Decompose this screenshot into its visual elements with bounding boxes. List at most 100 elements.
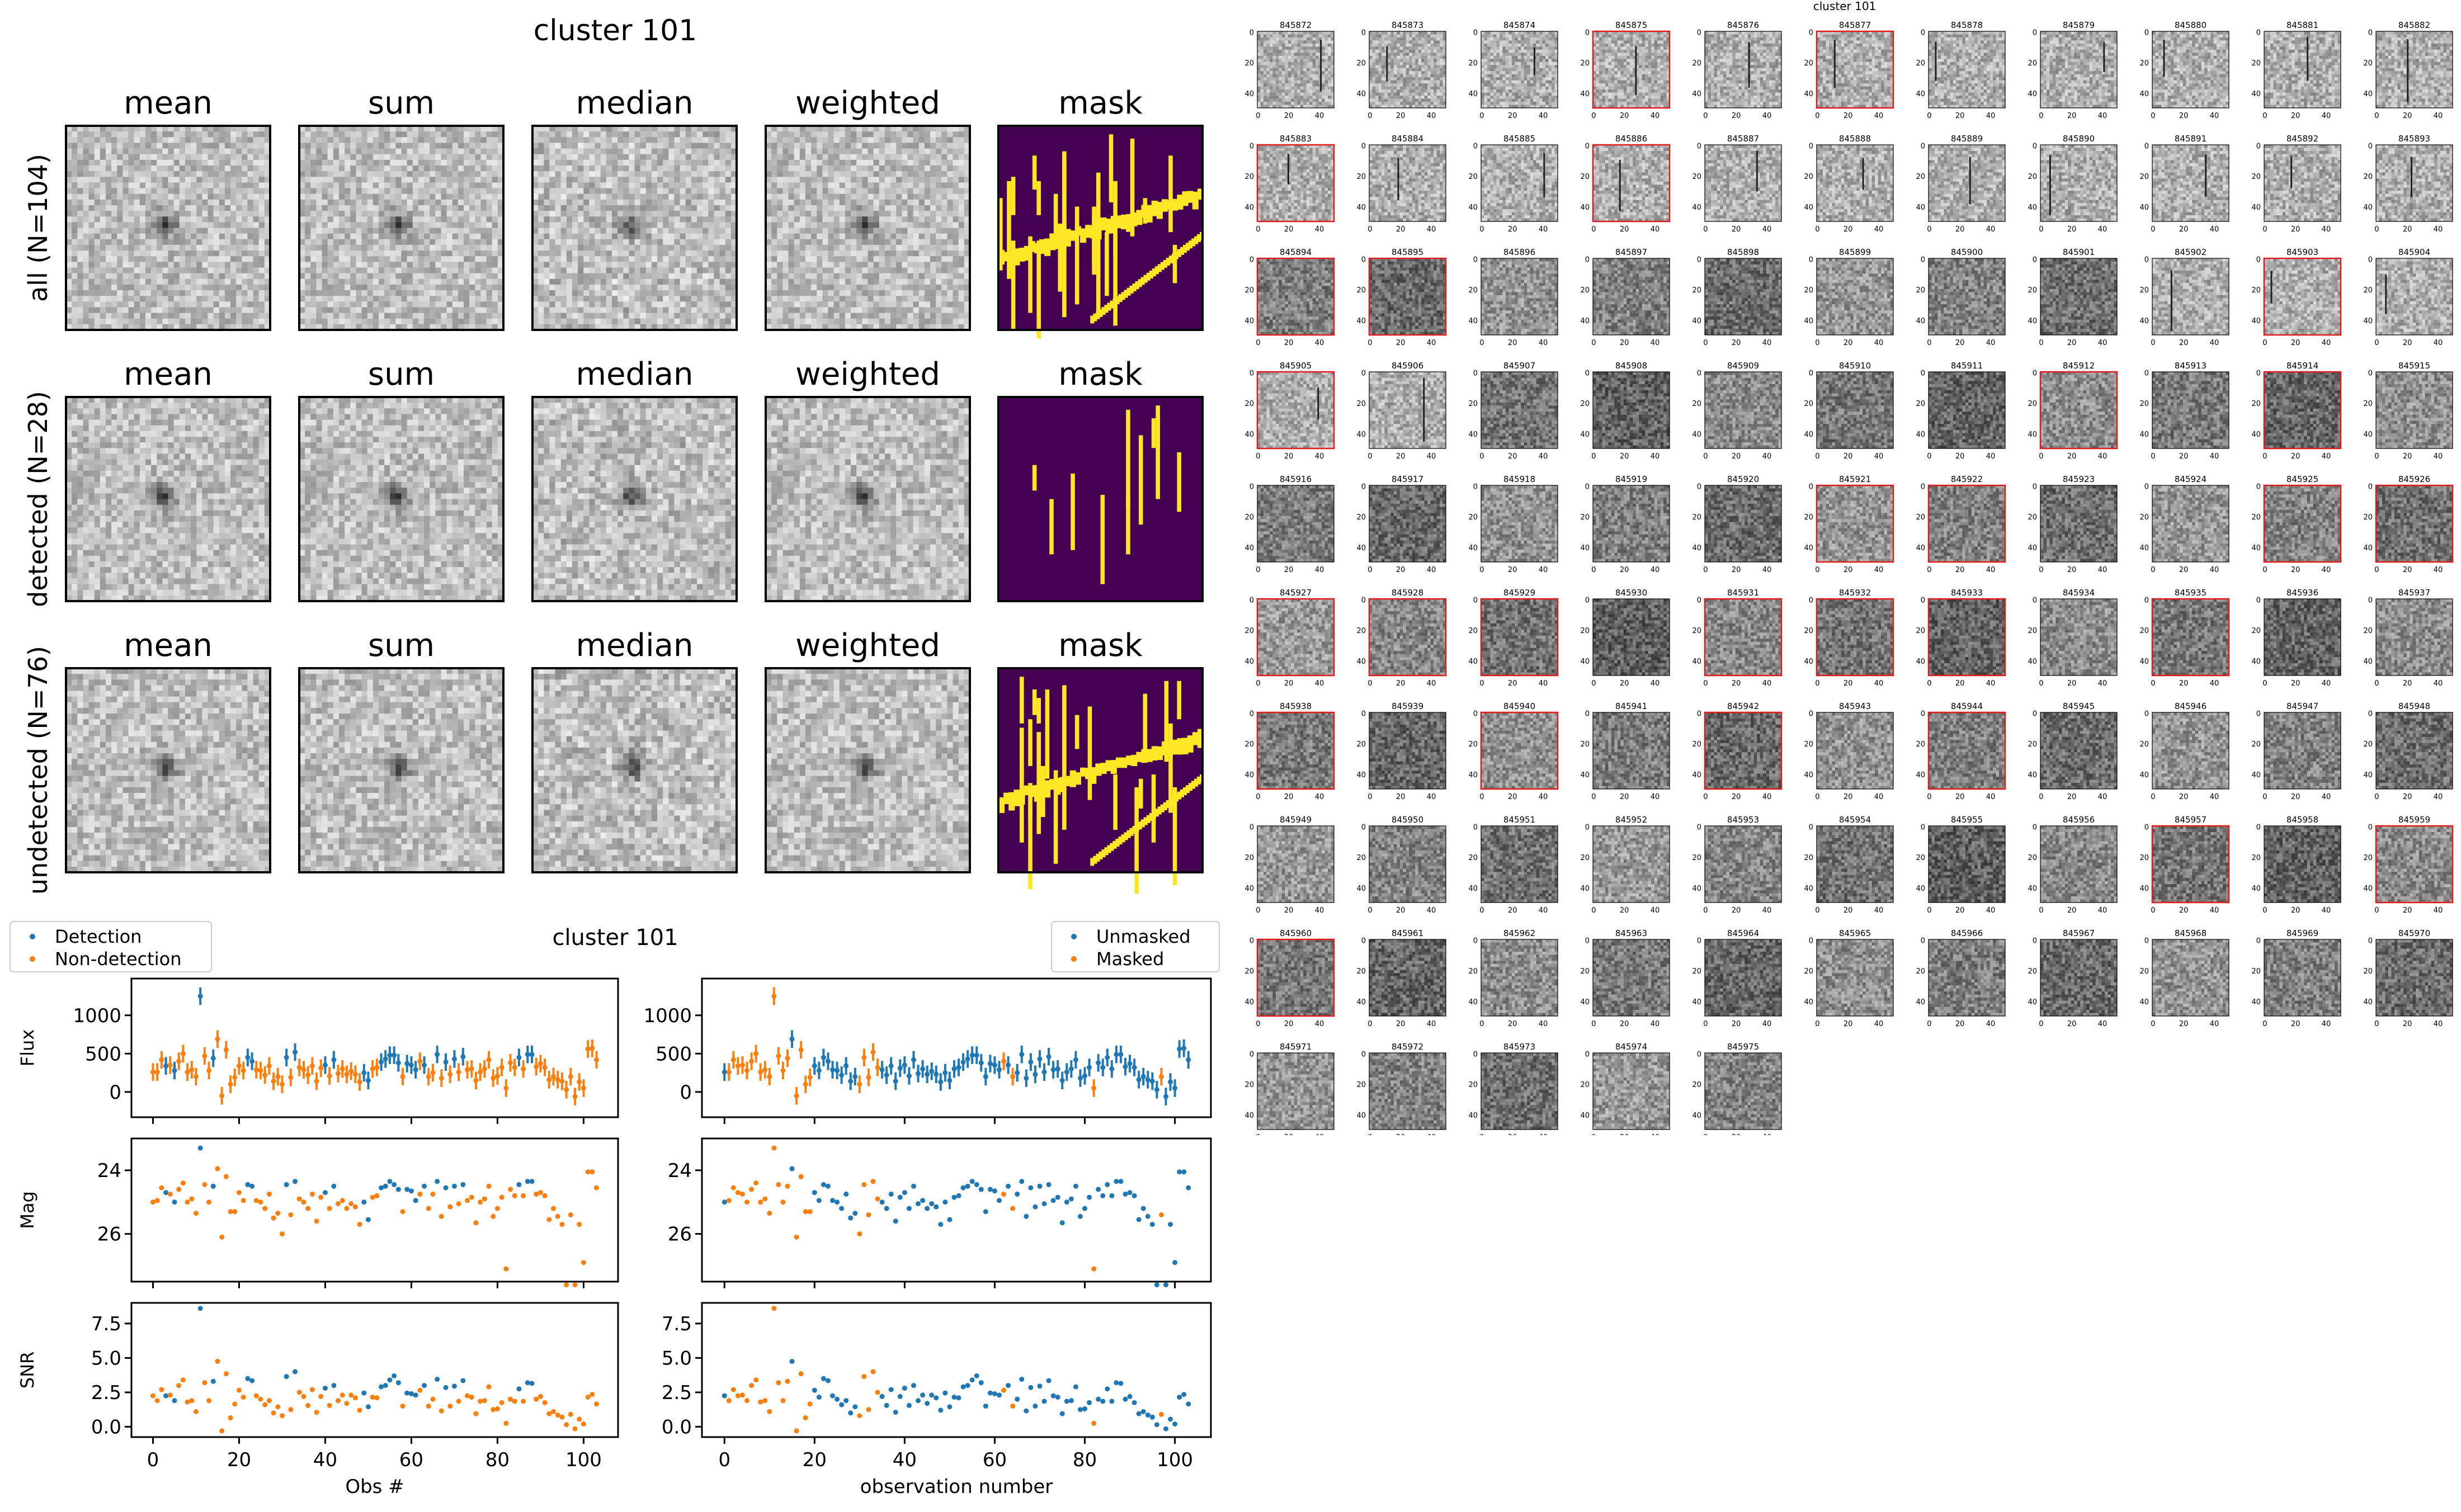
x-tick-label: 20 bbox=[2179, 339, 2189, 347]
data-point bbox=[722, 1070, 727, 1075]
data-point bbox=[314, 1218, 319, 1223]
y-tick-label: 0 bbox=[2256, 937, 2261, 945]
x-tick-label: 20 bbox=[2291, 906, 2300, 915]
x-tick-label: 40 bbox=[893, 1449, 917, 1471]
data-point bbox=[280, 1231, 285, 1236]
data-point bbox=[404, 1187, 409, 1192]
y-tick-label: 20 bbox=[1244, 1081, 1254, 1089]
x-tick-label: 0 bbox=[2151, 1020, 2155, 1028]
y-tick-label: 20 bbox=[1692, 1081, 1701, 1089]
data-point bbox=[366, 1217, 371, 1222]
data-point bbox=[1163, 1426, 1168, 1431]
y-tick-label: 0 bbox=[1361, 937, 1366, 945]
data-point bbox=[456, 1201, 461, 1206]
y-tick-label: 0 bbox=[1921, 823, 1925, 831]
y-tick-label: 0 bbox=[2256, 823, 2261, 831]
y-tick-label: 20 bbox=[2139, 967, 2149, 976]
thumbnail-id: 845943 bbox=[1839, 701, 1871, 711]
x-tick-label: 60 bbox=[983, 1449, 1007, 1471]
data-point bbox=[198, 994, 203, 999]
y-tick-label: 20 bbox=[2139, 59, 2149, 68]
data-point bbox=[1015, 1192, 1020, 1197]
y-tick-label: 0 bbox=[1473, 29, 1478, 37]
y-tick-label: 40 bbox=[2251, 431, 2261, 439]
y-tick-label: 20 bbox=[1244, 627, 1254, 635]
x-tick-label: 20 bbox=[1844, 566, 1853, 574]
y-tick-label: 40 bbox=[2251, 658, 2261, 666]
data-point bbox=[525, 1179, 530, 1184]
data-point bbox=[902, 1386, 907, 1391]
data-point bbox=[780, 1199, 785, 1204]
data-point bbox=[491, 1214, 496, 1219]
x-tick-label: 0 bbox=[1479, 452, 1484, 461]
data-point bbox=[839, 1072, 844, 1078]
y-tick-label: 0 bbox=[2256, 483, 2261, 491]
y-tick-label: 40 bbox=[1692, 1112, 1701, 1120]
y-tick-label: 20 bbox=[1468, 854, 1478, 862]
x-tick-label: 40 bbox=[2322, 793, 2331, 801]
thumbnail-id: 845949 bbox=[1280, 815, 1312, 825]
data-point bbox=[880, 1394, 885, 1399]
thumbnail-id: 845913 bbox=[2175, 361, 2207, 371]
x-tick-label: 20 bbox=[1844, 793, 1853, 801]
data-point bbox=[271, 1079, 276, 1084]
data-point bbox=[305, 1072, 310, 1078]
x-tick-label: 0 bbox=[1927, 225, 1931, 234]
data-point bbox=[439, 1214, 444, 1219]
x-tick-label: 20 bbox=[1955, 225, 1965, 234]
x-tick-label: 0 bbox=[1368, 1133, 1372, 1135]
y-tick-label: 0 bbox=[2368, 596, 2373, 604]
axes-frame bbox=[702, 1303, 1211, 1437]
data-point bbox=[875, 1197, 880, 1202]
y-tick-label: 40 bbox=[2363, 658, 2373, 666]
thumbnail-id: 845897 bbox=[1615, 247, 1647, 257]
y-tick-label: 40 bbox=[1244, 771, 1254, 779]
data-point bbox=[237, 1190, 242, 1195]
data-point bbox=[776, 1182, 781, 1187]
data-point bbox=[426, 1074, 431, 1079]
y-tick-label: 40 bbox=[2363, 90, 2373, 98]
y-tick-label: 20 bbox=[1916, 59, 1925, 68]
y-tick-label: 20 bbox=[2363, 740, 2373, 749]
data-point bbox=[1073, 1385, 1078, 1390]
thumbnail-id: 845909 bbox=[1727, 361, 1759, 371]
y-tick-label: 0 bbox=[1361, 483, 1366, 491]
data-point bbox=[1159, 1412, 1164, 1417]
data-point bbox=[1105, 1182, 1110, 1187]
data-point bbox=[366, 1078, 371, 1083]
thumbnail-id: 845872 bbox=[1280, 20, 1312, 30]
data-point bbox=[1001, 1192, 1006, 1197]
y-tick-label: 40 bbox=[2363, 771, 2373, 779]
data-point bbox=[473, 1220, 478, 1225]
data-point bbox=[861, 1374, 866, 1379]
data-point bbox=[573, 1094, 578, 1099]
data-point bbox=[938, 1408, 943, 1413]
data-point bbox=[340, 1066, 345, 1071]
y-tick-label: 40 bbox=[1580, 204, 1590, 212]
x-tick-label: 20 bbox=[1396, 452, 1406, 461]
x-tick-label: 40 bbox=[2098, 339, 2108, 347]
y-tick-label: 0 bbox=[2368, 369, 2373, 377]
y-tick-label: 20 bbox=[1916, 740, 1925, 749]
y-tick-label: 0 bbox=[1473, 1050, 1478, 1059]
y-tick-label: 20 bbox=[1356, 400, 1366, 408]
data-point bbox=[1186, 1057, 1191, 1062]
y-tick-label: 0 bbox=[2368, 710, 2373, 718]
data-point bbox=[884, 1206, 889, 1211]
data-point bbox=[258, 1068, 263, 1073]
y-tick-label: 40 bbox=[2028, 658, 2037, 666]
x-tick-label: 0 bbox=[1479, 793, 1484, 801]
data-point bbox=[1128, 1190, 1133, 1195]
x-tick-label: 40 bbox=[1762, 112, 1772, 120]
y-tick-label: 20 bbox=[1580, 1081, 1590, 1089]
data-point bbox=[880, 1199, 885, 1204]
